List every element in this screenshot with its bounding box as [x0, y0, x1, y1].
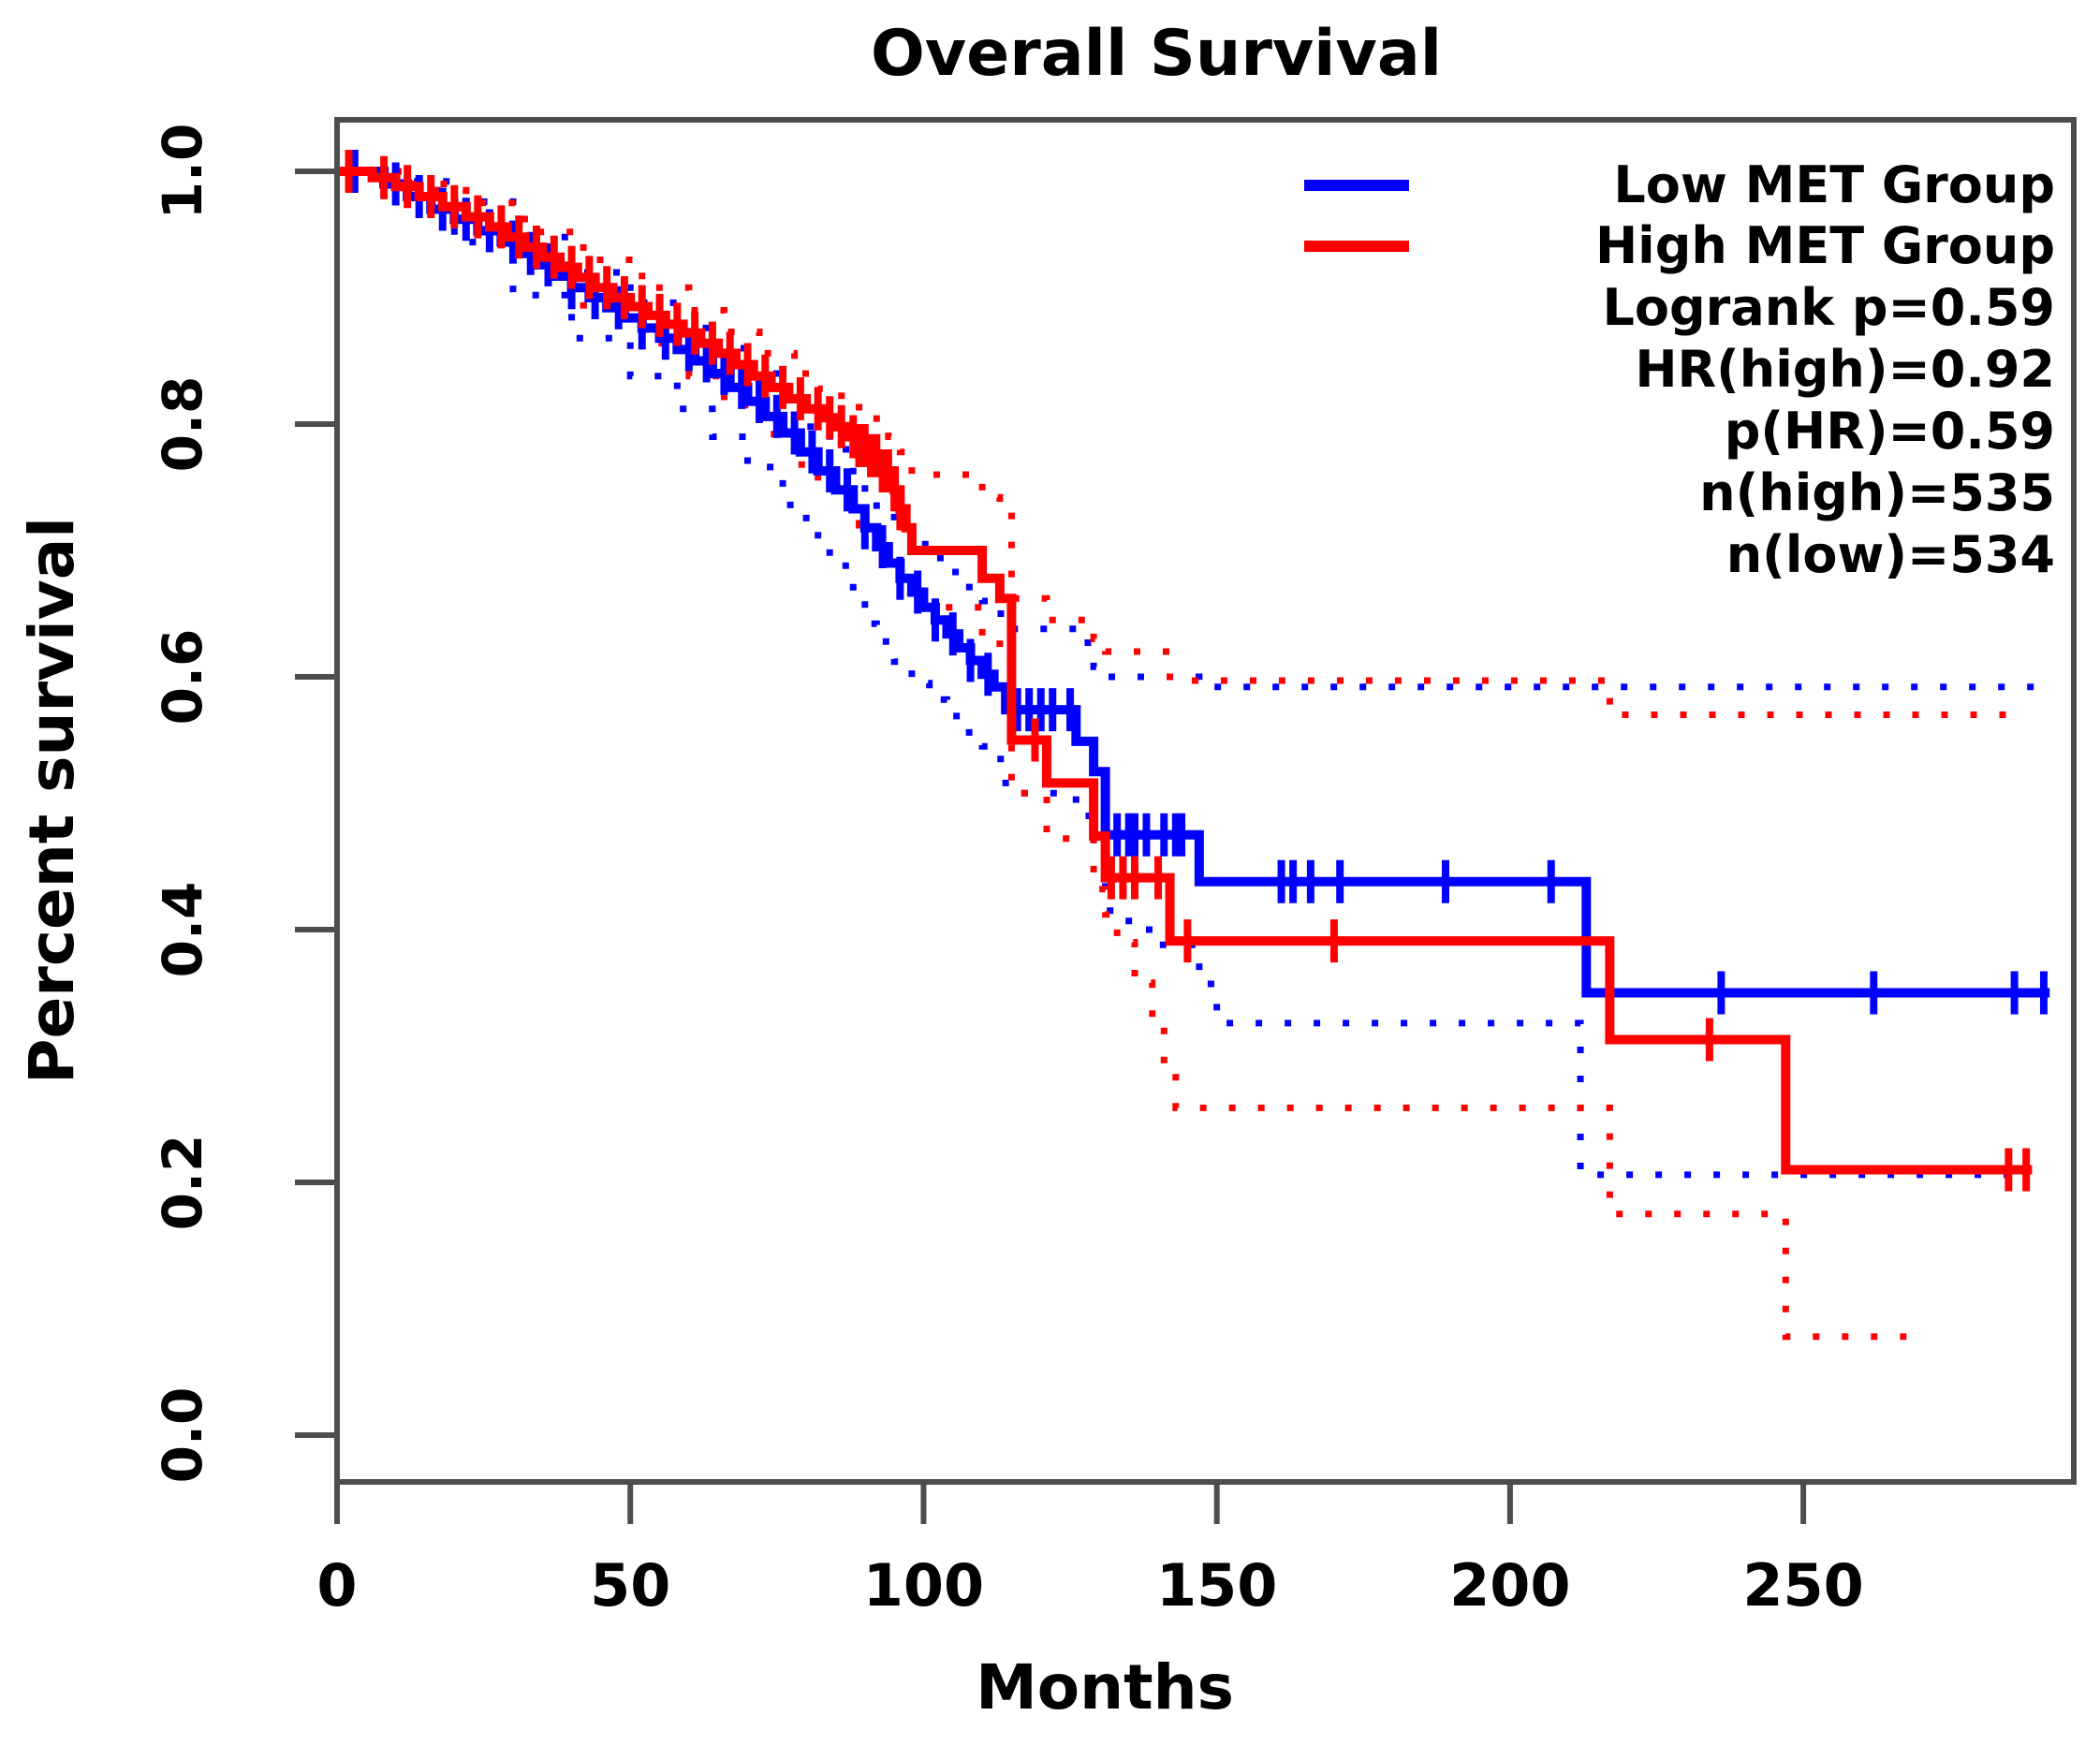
y-axis-label: Percent survival — [16, 517, 88, 1084]
y-tick-label: 0.8 — [151, 376, 214, 473]
legend-stat-hr-high: HR(high)=0.92 — [1635, 340, 2055, 399]
legend-label-low-met-group: Low MET Group — [1613, 155, 2055, 214]
ci-curve-low-met-95-ci-upper — [337, 168, 2038, 691]
x-tick-label: 100 — [863, 1551, 984, 1620]
plot-box — [334, 117, 2077, 1485]
x-tick-label: 200 — [1449, 1551, 1570, 1620]
legend-stat-logrank-p: Logrank p=0.59 — [1602, 278, 2055, 337]
x-tick-label: 150 — [1156, 1551, 1277, 1620]
legend-stat-p-hr: p(HR)=0.59 — [1725, 402, 2055, 461]
y-tick-label: 0.4 — [151, 882, 214, 978]
chart-title: Overall Survival — [871, 17, 1442, 91]
x-axis-label: Months — [976, 1651, 1234, 1723]
x-tick-label: 250 — [1742, 1551, 1863, 1620]
y-tick-label: 0.6 — [151, 629, 214, 726]
x-tick-label: 50 — [590, 1551, 670, 1620]
legend-stat-n-low: n(low)=534 — [1726, 525, 2055, 584]
y-tick-label: 0.0 — [151, 1387, 214, 1484]
y-tick-label: 1.0 — [151, 124, 214, 220]
legend-label-high-met-group: High MET Group — [1595, 216, 2055, 275]
x-tick-label: 0 — [316, 1551, 357, 1620]
y-tick-label: 0.2 — [151, 1135, 214, 1231]
legend: Low MET Group High MET Group Logrank p=0… — [1304, 155, 2055, 584]
plot-area: 0 50 100 150 200 250 0.0 0.2 0.4 0.6 0.8 1.0 — [151, 117, 2077, 1620]
legend-stat-n-high: n(high)=535 — [1699, 463, 2055, 522]
